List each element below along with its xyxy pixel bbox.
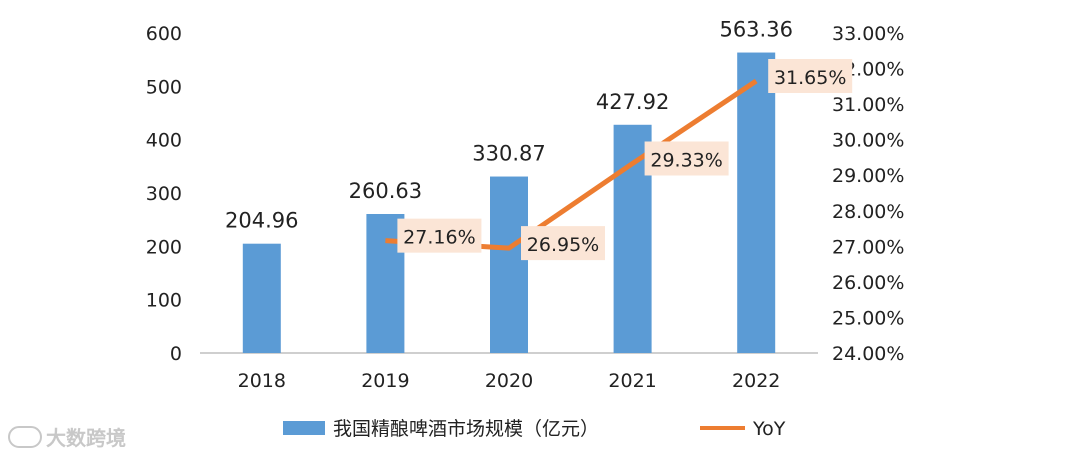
- watermark-logo-icon: [8, 425, 42, 448]
- bar-data-label: 260.63: [349, 179, 422, 203]
- x-tick-label: 2021: [608, 370, 656, 392]
- right-y-tick-label: 25.00%: [832, 307, 904, 329]
- watermark-text: 大数跨境: [46, 426, 126, 450]
- x-axis-tick-labels: 2018 2019 2020 2021 2022: [238, 370, 781, 392]
- watermark: 大数跨境: [8, 422, 126, 451]
- left-y-tick-label: 200: [146, 236, 182, 258]
- right-y-tick-label: 30.00%: [832, 130, 904, 152]
- x-tick-label: 2019: [361, 370, 409, 392]
- yoy-data-label: 29.33%: [650, 149, 722, 171]
- bar-2018: [242, 243, 281, 353]
- bar-2022: [737, 52, 776, 354]
- left-y-tick-label: 0: [170, 343, 182, 365]
- left-y-axis: 0 100 200 300 400 500 600: [146, 23, 182, 365]
- yoy-label-background: [768, 59, 853, 93]
- yoy-label-background: [397, 218, 482, 253]
- right-y-tick-label: 27.00%: [832, 236, 904, 258]
- right-y-tick-label: 26.00%: [832, 272, 904, 294]
- bar-data-label: 204.96: [225, 209, 298, 233]
- left-y-tick-label: 100: [146, 290, 182, 312]
- legend-bar-label: 我国精酿啤酒市场规模（亿元）: [333, 418, 599, 440]
- left-y-tick-label: 400: [146, 130, 182, 152]
- left-y-tick-label: 500: [146, 76, 182, 98]
- yoy-label-background: [644, 141, 729, 176]
- bar-2020: [490, 176, 528, 353]
- right-y-tick-label: 29.00%: [832, 165, 904, 187]
- legend-bar-swatch: [283, 421, 325, 435]
- right-y-tick-label: 28.00%: [832, 201, 904, 223]
- yoy-data-label: 31.65%: [774, 67, 846, 89]
- legend: 我国精酿啤酒市场规模（亿元） YoY: [283, 418, 786, 440]
- left-y-tick-label: 300: [146, 183, 182, 205]
- yoy-data-label: 27.16%: [403, 227, 475, 249]
- bar-data-label: 563.36: [719, 18, 792, 42]
- bar-data-label: 330.87: [472, 142, 545, 166]
- yoy-label-background: [521, 226, 605, 261]
- bar-data-labels: 204.96 260.63 330.87 427.92 563.36: [225, 18, 793, 233]
- x-tick-label: 2018: [238, 370, 286, 392]
- x-tick-label: 2022: [732, 370, 780, 392]
- left-y-tick-label: 600: [146, 23, 182, 45]
- right-y-tick-label: 24.00%: [832, 343, 904, 365]
- x-tick-label: 2020: [485, 370, 533, 392]
- yoy-data-label: 26.95%: [527, 234, 599, 256]
- bar-data-label: 427.92: [596, 90, 669, 114]
- yoy-line-series: 27.16% 26.95% 29.33% 31.65%: [385, 59, 853, 261]
- right-y-tick-label: 31.00%: [832, 94, 904, 116]
- bar-series: [242, 52, 776, 354]
- legend-line-label: YoY: [752, 418, 786, 440]
- right-y-tick-label: 33.00%: [832, 23, 904, 45]
